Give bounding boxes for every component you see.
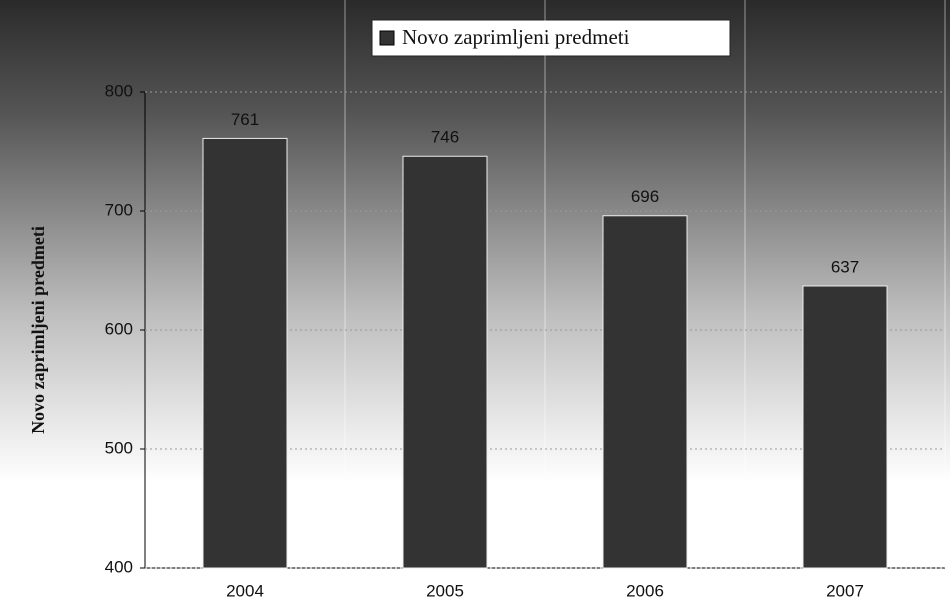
bar (802, 285, 888, 569)
x-tick-label: 2006 (626, 581, 664, 600)
y-tick-label: 500 (105, 438, 133, 457)
data-label: 761 (231, 110, 259, 129)
x-tick-label: 2004 (226, 581, 264, 600)
x-tick-label: 2007 (826, 581, 864, 600)
legend: Novo zaprimljeni predmeti (371, 19, 731, 57)
y-tick-label: 600 (105, 319, 133, 338)
legend-label: Novo zaprimljeni predmeti (402, 25, 630, 49)
x-tick-label: 2005 (426, 581, 464, 600)
y-tick-label: 800 (105, 81, 133, 100)
legend-swatch (379, 30, 395, 46)
y-tick-label: 700 (105, 200, 133, 219)
footer-background (0, 568, 950, 607)
y-axis-label: Novo zaprimljeni predmeti (28, 226, 48, 434)
bar (202, 137, 288, 569)
legend-box (371, 19, 731, 57)
data-label: 746 (431, 128, 459, 147)
y-tick-label: 400 (105, 557, 133, 576)
data-label: 637 (831, 257, 859, 276)
data-label: 696 (631, 187, 659, 206)
bar (602, 215, 688, 569)
bar (402, 155, 488, 569)
